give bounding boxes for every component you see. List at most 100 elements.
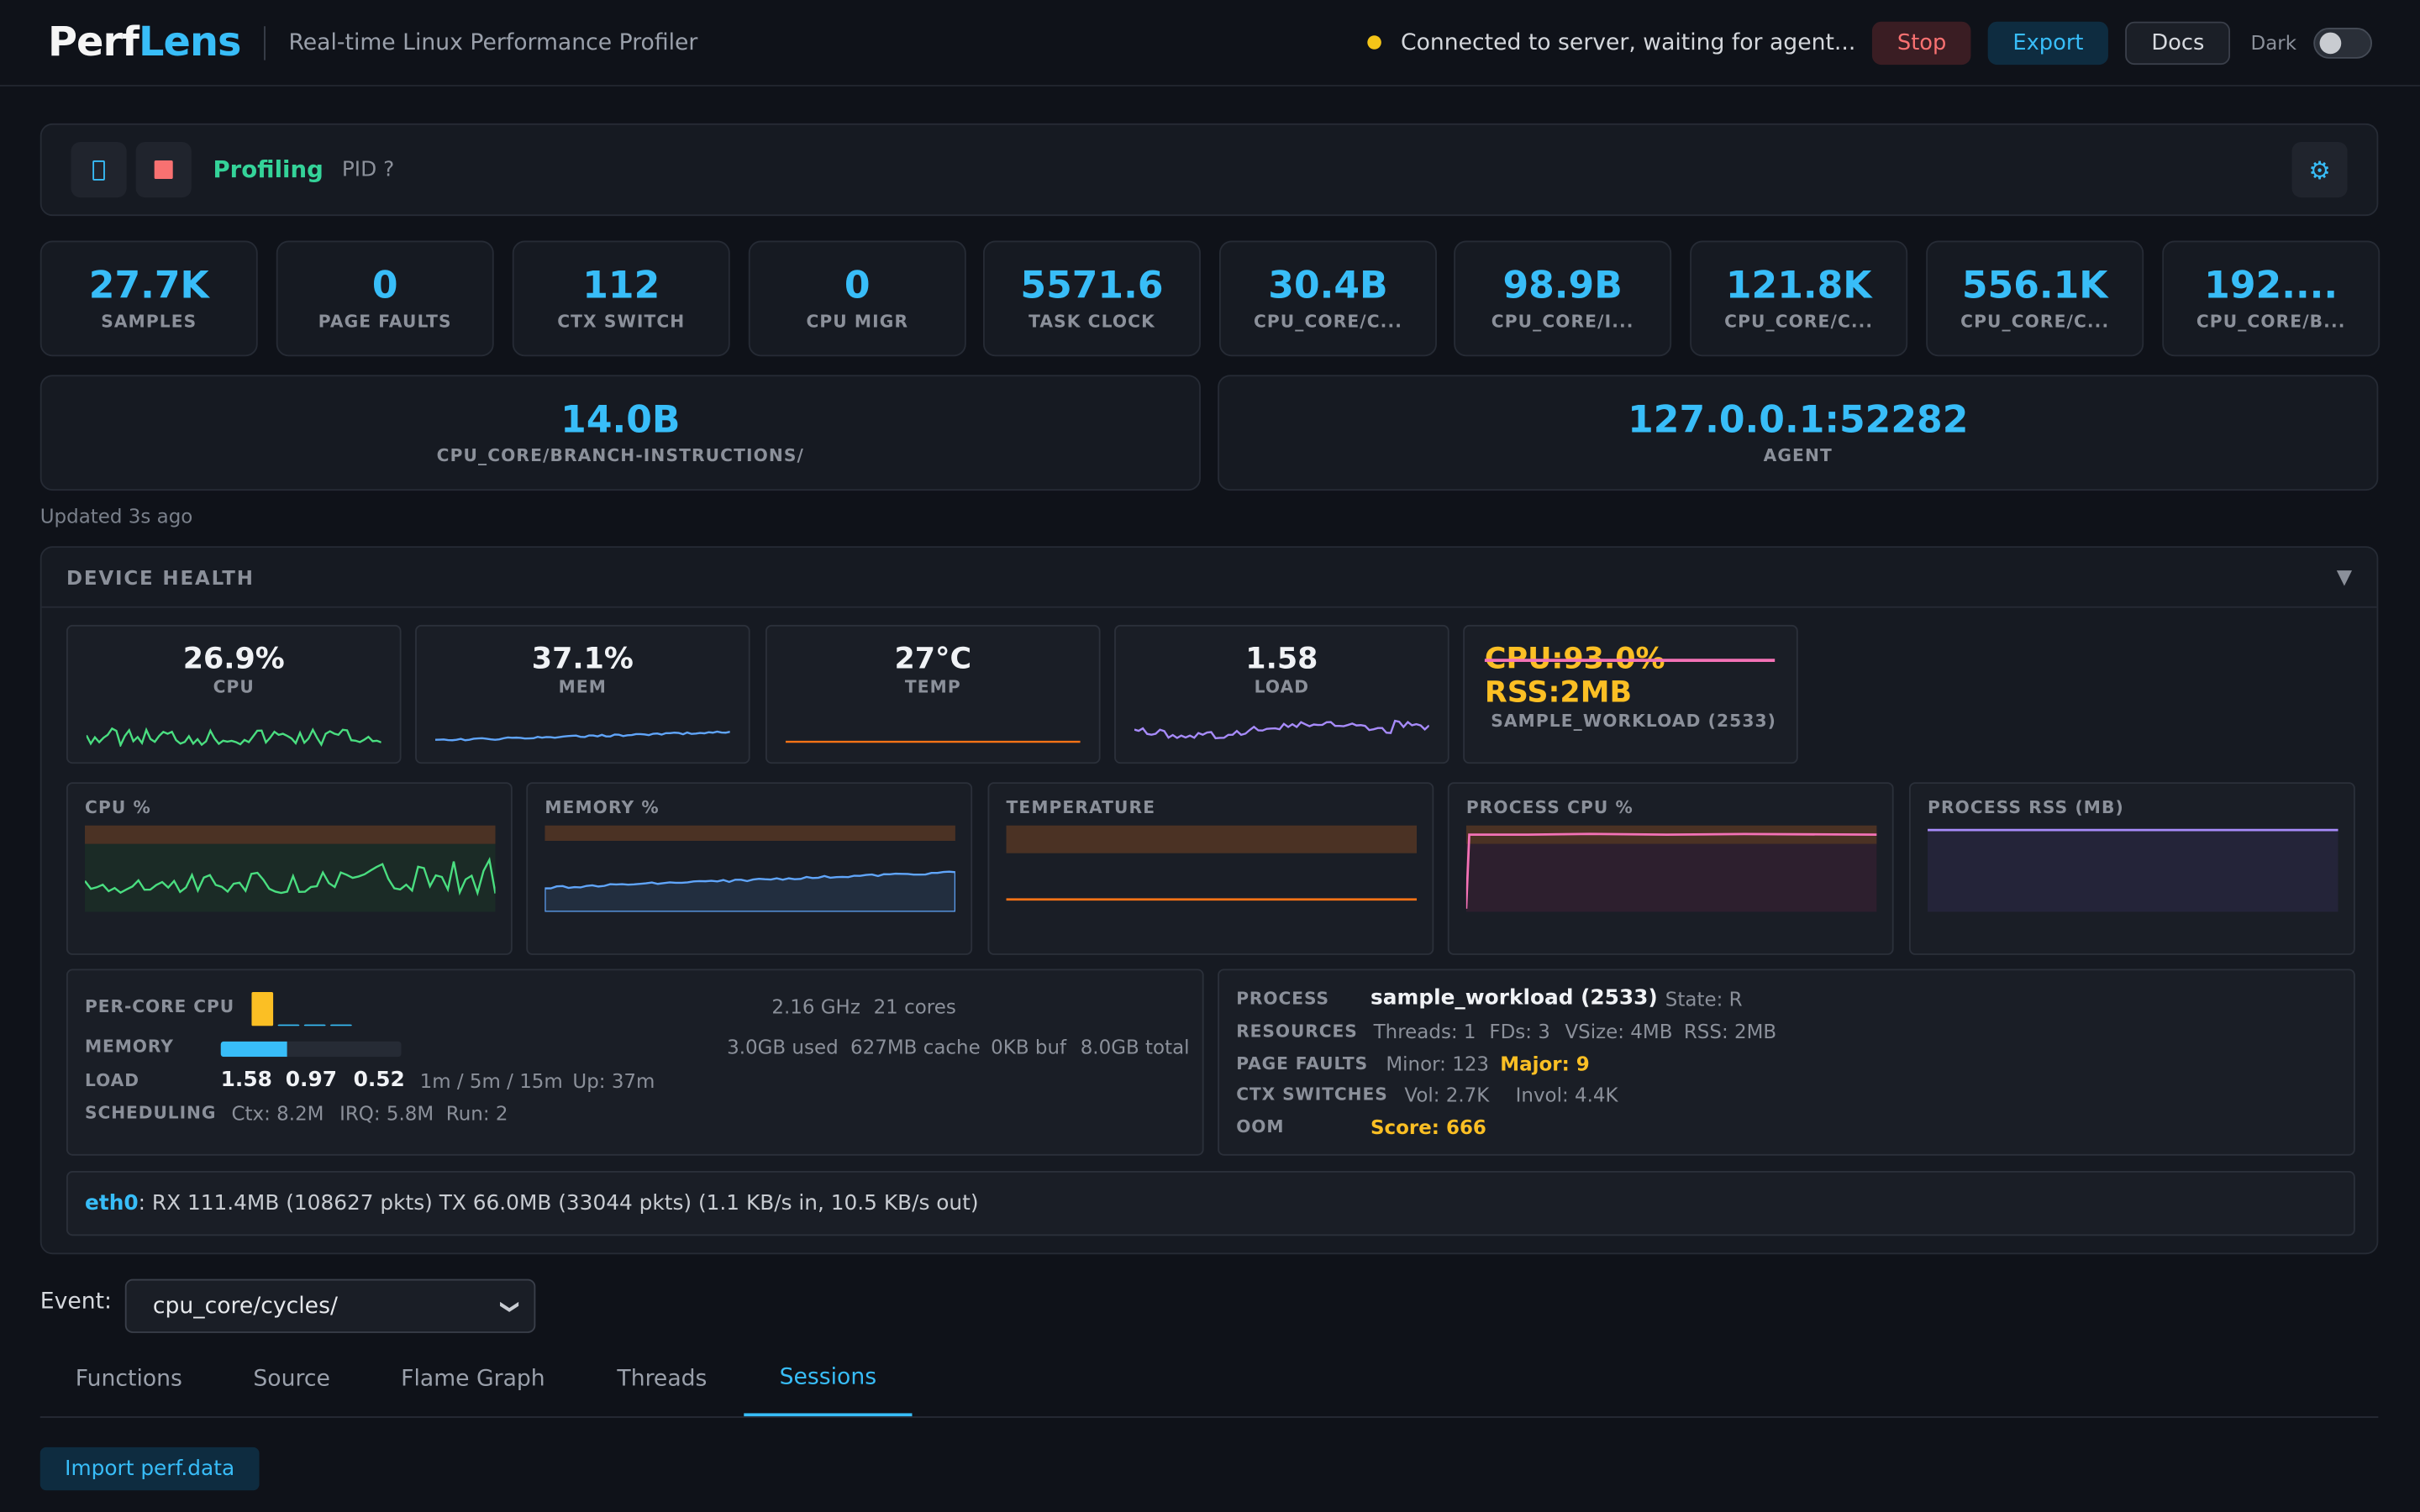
process-name: sample_workload (2533) <box>1370 985 1658 1011</box>
memory-bar <box>220 1041 402 1058</box>
tab-functions[interactable]: Functions <box>75 1366 182 1391</box>
agent-address: 127.0.0.1:52282 <box>1628 397 1969 442</box>
stat-label: CPU_CORE/C... <box>1253 312 1403 332</box>
temp-label: TEMP <box>904 677 961 698</box>
interface-name: eth0 <box>85 1190 139 1216</box>
stat-value: 30.4B <box>1268 264 1388 307</box>
chart-title: MEMORY % <box>544 797 660 818</box>
app-logo: PerfLens <box>47 18 242 66</box>
temperature-chart: TEMPERATURE <box>987 782 1434 955</box>
tab-sessions[interactable]: Sessions <box>744 1342 913 1417</box>
stat-label: CPU_CORE/C... <box>1724 312 1874 332</box>
scheduling-label: SCHEDULING <box>85 1103 217 1124</box>
page-faults-label: PAGE FAULTS <box>1236 1053 1369 1074</box>
involuntary-switches: Invol: 4.4K <box>1515 1083 1618 1106</box>
device-health-title: DEVICE HEALTH <box>66 565 255 589</box>
docs-button[interactable]: Docs <box>2125 20 2231 65</box>
stat-card: 0 CPU MIGR <box>748 240 966 357</box>
vsize: VSize: 4MB <box>1565 1020 1673 1043</box>
load-mini-card: 1.58 LOAD <box>1114 624 1449 764</box>
connection-status-dot <box>1366 35 1381 50</box>
memory-total: 8.0GB total <box>1080 1035 1190 1058</box>
memory-cache: 627MB cache <box>850 1035 981 1058</box>
process-state: State: R <box>1665 987 1743 1011</box>
dark-mode-toggle[interactable] <box>2313 27 2373 58</box>
settings-button[interactable]: ⚙ <box>2291 141 2348 198</box>
thread-count: Threads: 1 <box>1373 1020 1476 1043</box>
stop-profiling-button[interactable] <box>135 141 192 198</box>
process-label: PROCESS <box>1236 989 1330 1010</box>
stat-value: 192.... <box>2204 264 2338 307</box>
stat-card: 27.7K SAMPLES <box>39 240 258 357</box>
chart-title: PROCESS RSS (MB) <box>1928 797 2124 818</box>
network-interface-row: eth0: RX 111.4MB (108627 pkts) TX 66.0MB… <box>66 1171 2355 1236</box>
system-panel: PER-CORE CPU 2.16 GHz 21 cores MEMORY 3.… <box>66 969 1204 1156</box>
view-tabs: Functions Source Flame Graph Threads Ses… <box>39 1342 2379 1418</box>
resources-label: RESOURCES <box>1236 1021 1358 1042</box>
ctx-switches-label: CTX SWITCHES <box>1236 1084 1388 1105</box>
stat-card: 192.... CPU_CORE/B... <box>2162 240 2381 357</box>
oom-label: OOM <box>1236 1116 1285 1137</box>
profiler-control-bar: Profiling PID ? ⚙ <box>39 123 2379 217</box>
stop-icon <box>154 160 173 180</box>
theme-label: Dark <box>2250 30 2297 55</box>
tab-threads[interactable]: Threads <box>617 1366 708 1391</box>
cpu-chart-plot <box>85 825 496 912</box>
sparkline-path <box>544 870 955 912</box>
process-rss-chart-plot <box>1928 828 2338 912</box>
stat-card: 112 CTX SWITCH <box>512 240 730 357</box>
stat-label: CPU_CORE/BRANCH-INSTRUCTIONS/ <box>436 445 805 466</box>
chart-title: PROCESS CPU % <box>1465 797 1634 818</box>
tab-flame-graph[interactable]: Flame Graph <box>401 1366 545 1391</box>
pid-label: PID ? <box>341 157 395 182</box>
process-rss-chart: PROCESS RSS (MB) <box>1908 782 2355 955</box>
stat-label: SAMPLES <box>101 312 197 332</box>
memory-label: MEMORY <box>85 1037 174 1058</box>
stat-label: PAGE FAULTS <box>318 312 452 332</box>
temp-sparkline <box>785 740 1081 743</box>
mem-sparkline <box>434 730 730 742</box>
collapse-icon[interactable]: ▼ <box>2336 565 2353 589</box>
stat-label: CTX SWITCH <box>557 312 686 332</box>
per-core-bars <box>251 991 352 1026</box>
sparkline-path <box>86 727 381 747</box>
cpu-label: CPU <box>213 677 255 698</box>
pause-button[interactable] <box>71 141 127 198</box>
event-selected-value: cpu_core/cycles/ <box>152 1294 338 1319</box>
event-select[interactable]: cpu_core/cycles/ ❯ <box>124 1278 536 1333</box>
memory-buffers: 0KB buf <box>991 1035 1067 1058</box>
stat-card: 556.1K CPU_CORE/C... <box>1926 240 2144 357</box>
device-health-header[interactable]: DEVICE HEALTH ▼ <box>41 548 2377 608</box>
cpu-sparkline <box>86 727 381 747</box>
gear-icon: ⚙ <box>2308 155 2331 185</box>
load-1m: 1.58 <box>220 1067 272 1093</box>
memory-chart-plot <box>544 825 955 912</box>
toggle-knob <box>2319 31 2342 54</box>
process-cpu-chart-plot <box>1465 825 1877 912</box>
stat-card: 121.8K CPU_CORE/C... <box>1690 240 1908 357</box>
export-button[interactable]: Export <box>1987 20 2108 65</box>
stat-value: 121.8K <box>1725 264 1872 307</box>
memory-used: 3.0GB used <box>727 1035 839 1058</box>
rss: RSS: 2MB <box>1683 1020 1777 1043</box>
memory-chart: MEMORY % <box>526 782 973 955</box>
sparkline-path <box>1134 719 1429 740</box>
temperature-chart-plot <box>1006 825 1418 901</box>
irq-count: IRQ: 5.8M <box>339 1101 434 1125</box>
uptime: Up: 37m <box>572 1068 655 1093</box>
temp-mini-card: 27°C TEMP <box>765 624 1101 764</box>
load-label: LOAD <box>85 1070 139 1091</box>
stat-label: AGENT <box>1763 445 1833 466</box>
sparkline-path <box>434 730 730 742</box>
connection-status-text: Connected to server, waiting for agent..… <box>1400 29 1856 55</box>
run-queue: Run: 2 <box>445 1101 508 1125</box>
header-divider <box>264 25 266 60</box>
major-faults: Major: 9 <box>1500 1052 1590 1076</box>
import-perf-data-button[interactable]: Import perf.data <box>39 1446 260 1491</box>
chart-title: TEMPERATURE <box>1006 797 1156 818</box>
stat-value: 556.1K <box>1961 264 2108 307</box>
tab-source[interactable]: Source <box>253 1366 330 1391</box>
stop-button[interactable]: Stop <box>1872 20 1971 65</box>
mem-label: MEM <box>558 677 608 698</box>
